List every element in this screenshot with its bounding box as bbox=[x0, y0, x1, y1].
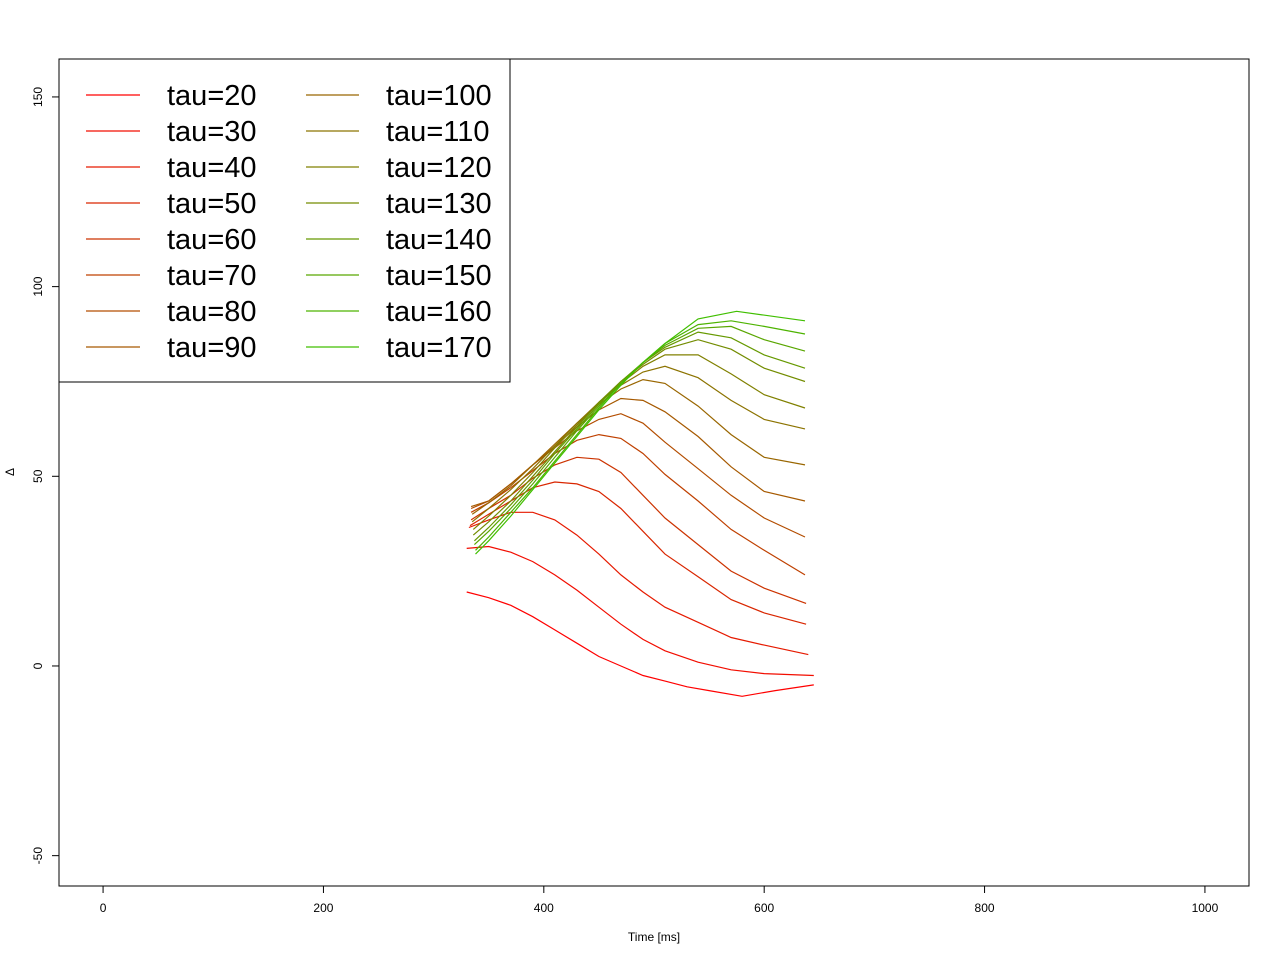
legend-label: tau=100 bbox=[386, 80, 492, 112]
legend-label: tau=50 bbox=[167, 188, 257, 220]
legend-item: tau=140 bbox=[306, 224, 492, 256]
legend-label: tau=90 bbox=[167, 332, 257, 364]
legend-label: tau=40 bbox=[167, 152, 257, 184]
series-line-tau-70 bbox=[470, 433, 806, 576]
legend-item: tau=80 bbox=[86, 296, 257, 328]
legend-item: tau=150 bbox=[306, 260, 492, 292]
legend-label: tau=120 bbox=[386, 152, 492, 184]
legend-label: tau=170 bbox=[386, 332, 492, 364]
legend-label: tau=30 bbox=[167, 116, 257, 148]
legend-label: tau=160 bbox=[386, 296, 492, 328]
legend-label: tau=110 bbox=[386, 116, 489, 148]
x-tick-label: 200 bbox=[313, 901, 333, 915]
series-line-tau-160 bbox=[475, 320, 806, 551]
x-tick-label: 400 bbox=[534, 901, 554, 915]
y-tick-label: 50 bbox=[31, 469, 45, 483]
y-tick-label: -50 bbox=[31, 847, 45, 865]
x-tick-label: 800 bbox=[975, 901, 995, 915]
legend-item: tau=40 bbox=[86, 152, 257, 184]
legend-item: tau=90 bbox=[86, 332, 257, 364]
legend-label: tau=70 bbox=[167, 260, 257, 292]
x-axis-title: Time [ms] bbox=[628, 930, 680, 944]
legend-item: tau=70 bbox=[86, 260, 257, 292]
legend-item: tau=130 bbox=[306, 188, 492, 220]
series-line-tau-90 bbox=[470, 397, 806, 508]
series-line-tau-60 bbox=[470, 456, 807, 604]
legend-item: tau=110 bbox=[306, 116, 489, 148]
series-line-tau-130 bbox=[472, 339, 806, 536]
legend-item: tau=100 bbox=[306, 80, 492, 112]
y-tick-label: 100 bbox=[31, 276, 45, 296]
legend: tau=20 tau=30 tau=40 tau=50 tau=60 tau=70 tau=… bbox=[58, 58, 511, 383]
legend-item: tau=160 bbox=[306, 296, 492, 328]
y-tick-label: 150 bbox=[31, 87, 45, 107]
legend-label: tau=60 bbox=[167, 224, 257, 256]
legend-item: tau=50 bbox=[86, 188, 257, 220]
legend-item: tau=30 bbox=[86, 116, 257, 148]
series-line-tau-170 bbox=[475, 310, 806, 555]
legend-label: tau=140 bbox=[386, 224, 492, 256]
legend-label: tau=150 bbox=[386, 260, 492, 292]
legend-label: tau=130 bbox=[386, 188, 492, 220]
series-line-tau-50 bbox=[469, 481, 807, 625]
series-line-tau-150 bbox=[473, 325, 806, 546]
y-tick-label: 0 bbox=[31, 662, 45, 669]
x-axis: 0 200 400 600 800 1000 bbox=[100, 885, 1219, 915]
legend-item: tau=60 bbox=[86, 224, 257, 256]
legend-label: tau=20 bbox=[167, 80, 257, 112]
series-layer bbox=[466, 310, 814, 697]
series-line-tau-140 bbox=[473, 331, 806, 542]
series-line-tau-30 bbox=[466, 545, 814, 677]
x-tick-label: 600 bbox=[754, 901, 774, 915]
legend-label: tau=80 bbox=[167, 296, 257, 328]
x-tick-label: 0 bbox=[100, 901, 107, 915]
series-line-tau-110 bbox=[471, 365, 806, 523]
legend-item: tau=20 bbox=[86, 80, 257, 112]
y-axis-title: Δ bbox=[3, 468, 17, 476]
x-tick-label: 1000 bbox=[1192, 901, 1219, 915]
legend-item: tau=120 bbox=[306, 152, 492, 184]
series-line-tau-20 bbox=[466, 591, 814, 697]
legend-box bbox=[58, 58, 511, 383]
legend-item: tau=170 bbox=[306, 332, 492, 364]
